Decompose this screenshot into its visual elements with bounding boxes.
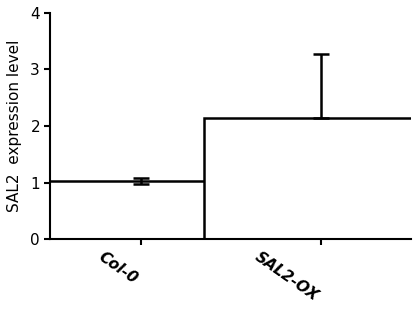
Y-axis label: SAL2  expression level: SAL2 expression level [7,40,22,212]
Bar [23,181,258,239]
Bar [204,118,418,239]
